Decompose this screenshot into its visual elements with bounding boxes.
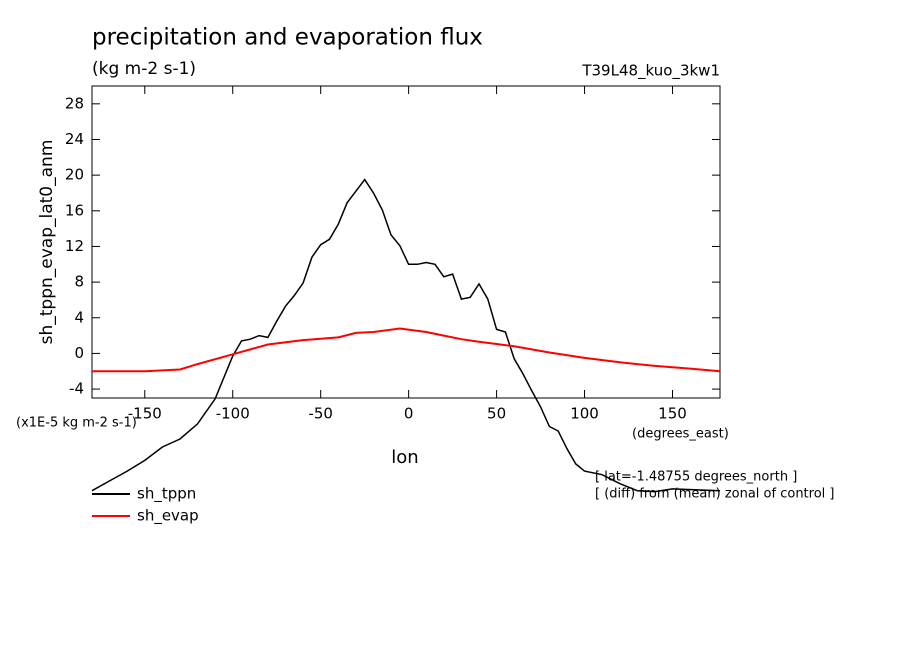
y-tick-label: 8 bbox=[74, 273, 84, 291]
x-tick-label: 100 bbox=[570, 405, 599, 423]
series-line bbox=[91, 178, 721, 493]
x-tick-label: 0 bbox=[404, 405, 414, 423]
x-units: (degrees_east) bbox=[632, 427, 729, 442]
run-label: T39L48_kuo_3kw1 bbox=[581, 62, 720, 81]
x-tick-label: 50 bbox=[487, 405, 506, 423]
x-tick-label: -100 bbox=[216, 405, 250, 423]
y-axis-label: sh_tppn_evap_lat0_anm bbox=[37, 140, 57, 345]
y-tick-label: 4 bbox=[74, 308, 84, 326]
x-tick-label: 150 bbox=[658, 405, 687, 423]
x-tick-label: -50 bbox=[308, 405, 333, 423]
chart-title: precipitation and evaporation flux bbox=[92, 25, 483, 51]
annotation: [ lat=-1.48755 degrees_north ] bbox=[595, 470, 797, 485]
x-axis-label: lon bbox=[391, 447, 418, 468]
y-tick-label: 28 bbox=[65, 94, 84, 112]
y-tick-label: 0 bbox=[74, 344, 84, 362]
annotation: [ (diff) from (mean) zonal of control ] bbox=[595, 487, 834, 502]
y-tick-label: 20 bbox=[65, 166, 84, 184]
y-tick-label: 24 bbox=[65, 130, 84, 148]
x-tick-label: -150 bbox=[128, 405, 162, 423]
legend-label: sh_evap bbox=[137, 507, 199, 526]
y-units: (x1E-5 kg m-2 s-1) bbox=[16, 416, 137, 431]
y-tick-label: 16 bbox=[65, 201, 84, 219]
y-tick-label: -4 bbox=[69, 380, 84, 398]
plot-frame bbox=[91, 85, 721, 399]
y-tick-label: 12 bbox=[65, 237, 84, 255]
chart-subtitle: (kg m-2 s-1) bbox=[92, 59, 196, 79]
legend-label: sh_tppn bbox=[137, 485, 196, 504]
series-line bbox=[92, 327, 721, 373]
